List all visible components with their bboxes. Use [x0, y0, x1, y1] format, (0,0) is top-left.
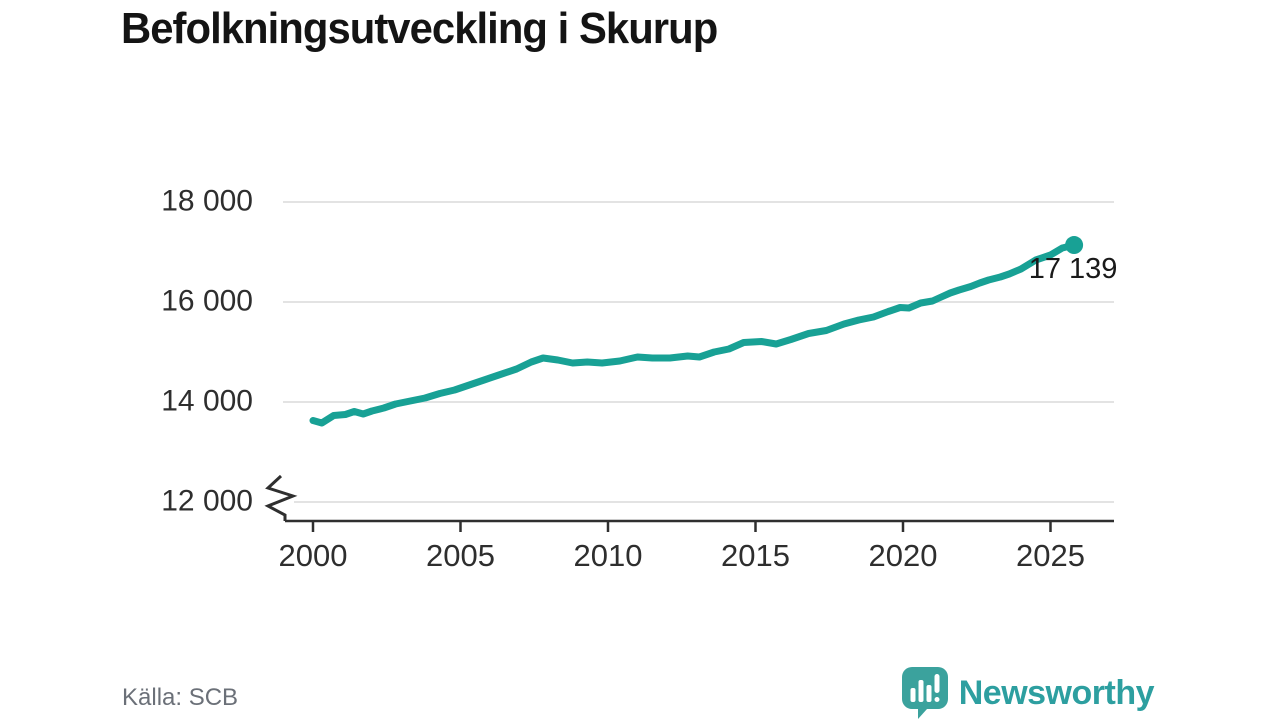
y-axis-break-zigzag — [264, 474, 298, 521]
newsworthy-logo: Newsworthy — [901, 667, 1155, 719]
y-tick-label: 14 000 — [161, 384, 253, 418]
x-tick-label: 2010 — [573, 538, 643, 573]
latest-value-dot — [1065, 236, 1084, 255]
x-tick-label: 2005 — [426, 538, 495, 573]
y-tick-label: 18 000 — [161, 184, 253, 218]
x-tick-label: 2020 — [868, 538, 938, 573]
chart-title: Befolkningsutveckling i Skurup — [121, 4, 718, 53]
newsworthy-wordmark: Newsworthy — [958, 673, 1155, 712]
y-tick-label: 12 000 — [161, 484, 253, 518]
x-tick-label: 2025 — [1016, 538, 1085, 573]
x-tick-label: 2015 — [721, 538, 790, 573]
latest-value-label: 17 139 — [1029, 253, 1118, 285]
newsworthy-bubble-chart-icon — [901, 667, 948, 719]
x-tick-label: 2000 — [278, 538, 348, 573]
population-series-line — [309, 241, 1078, 427]
y-tick-label: 16 000 — [161, 284, 253, 318]
source-note: Källa: SCB — [122, 684, 239, 711]
